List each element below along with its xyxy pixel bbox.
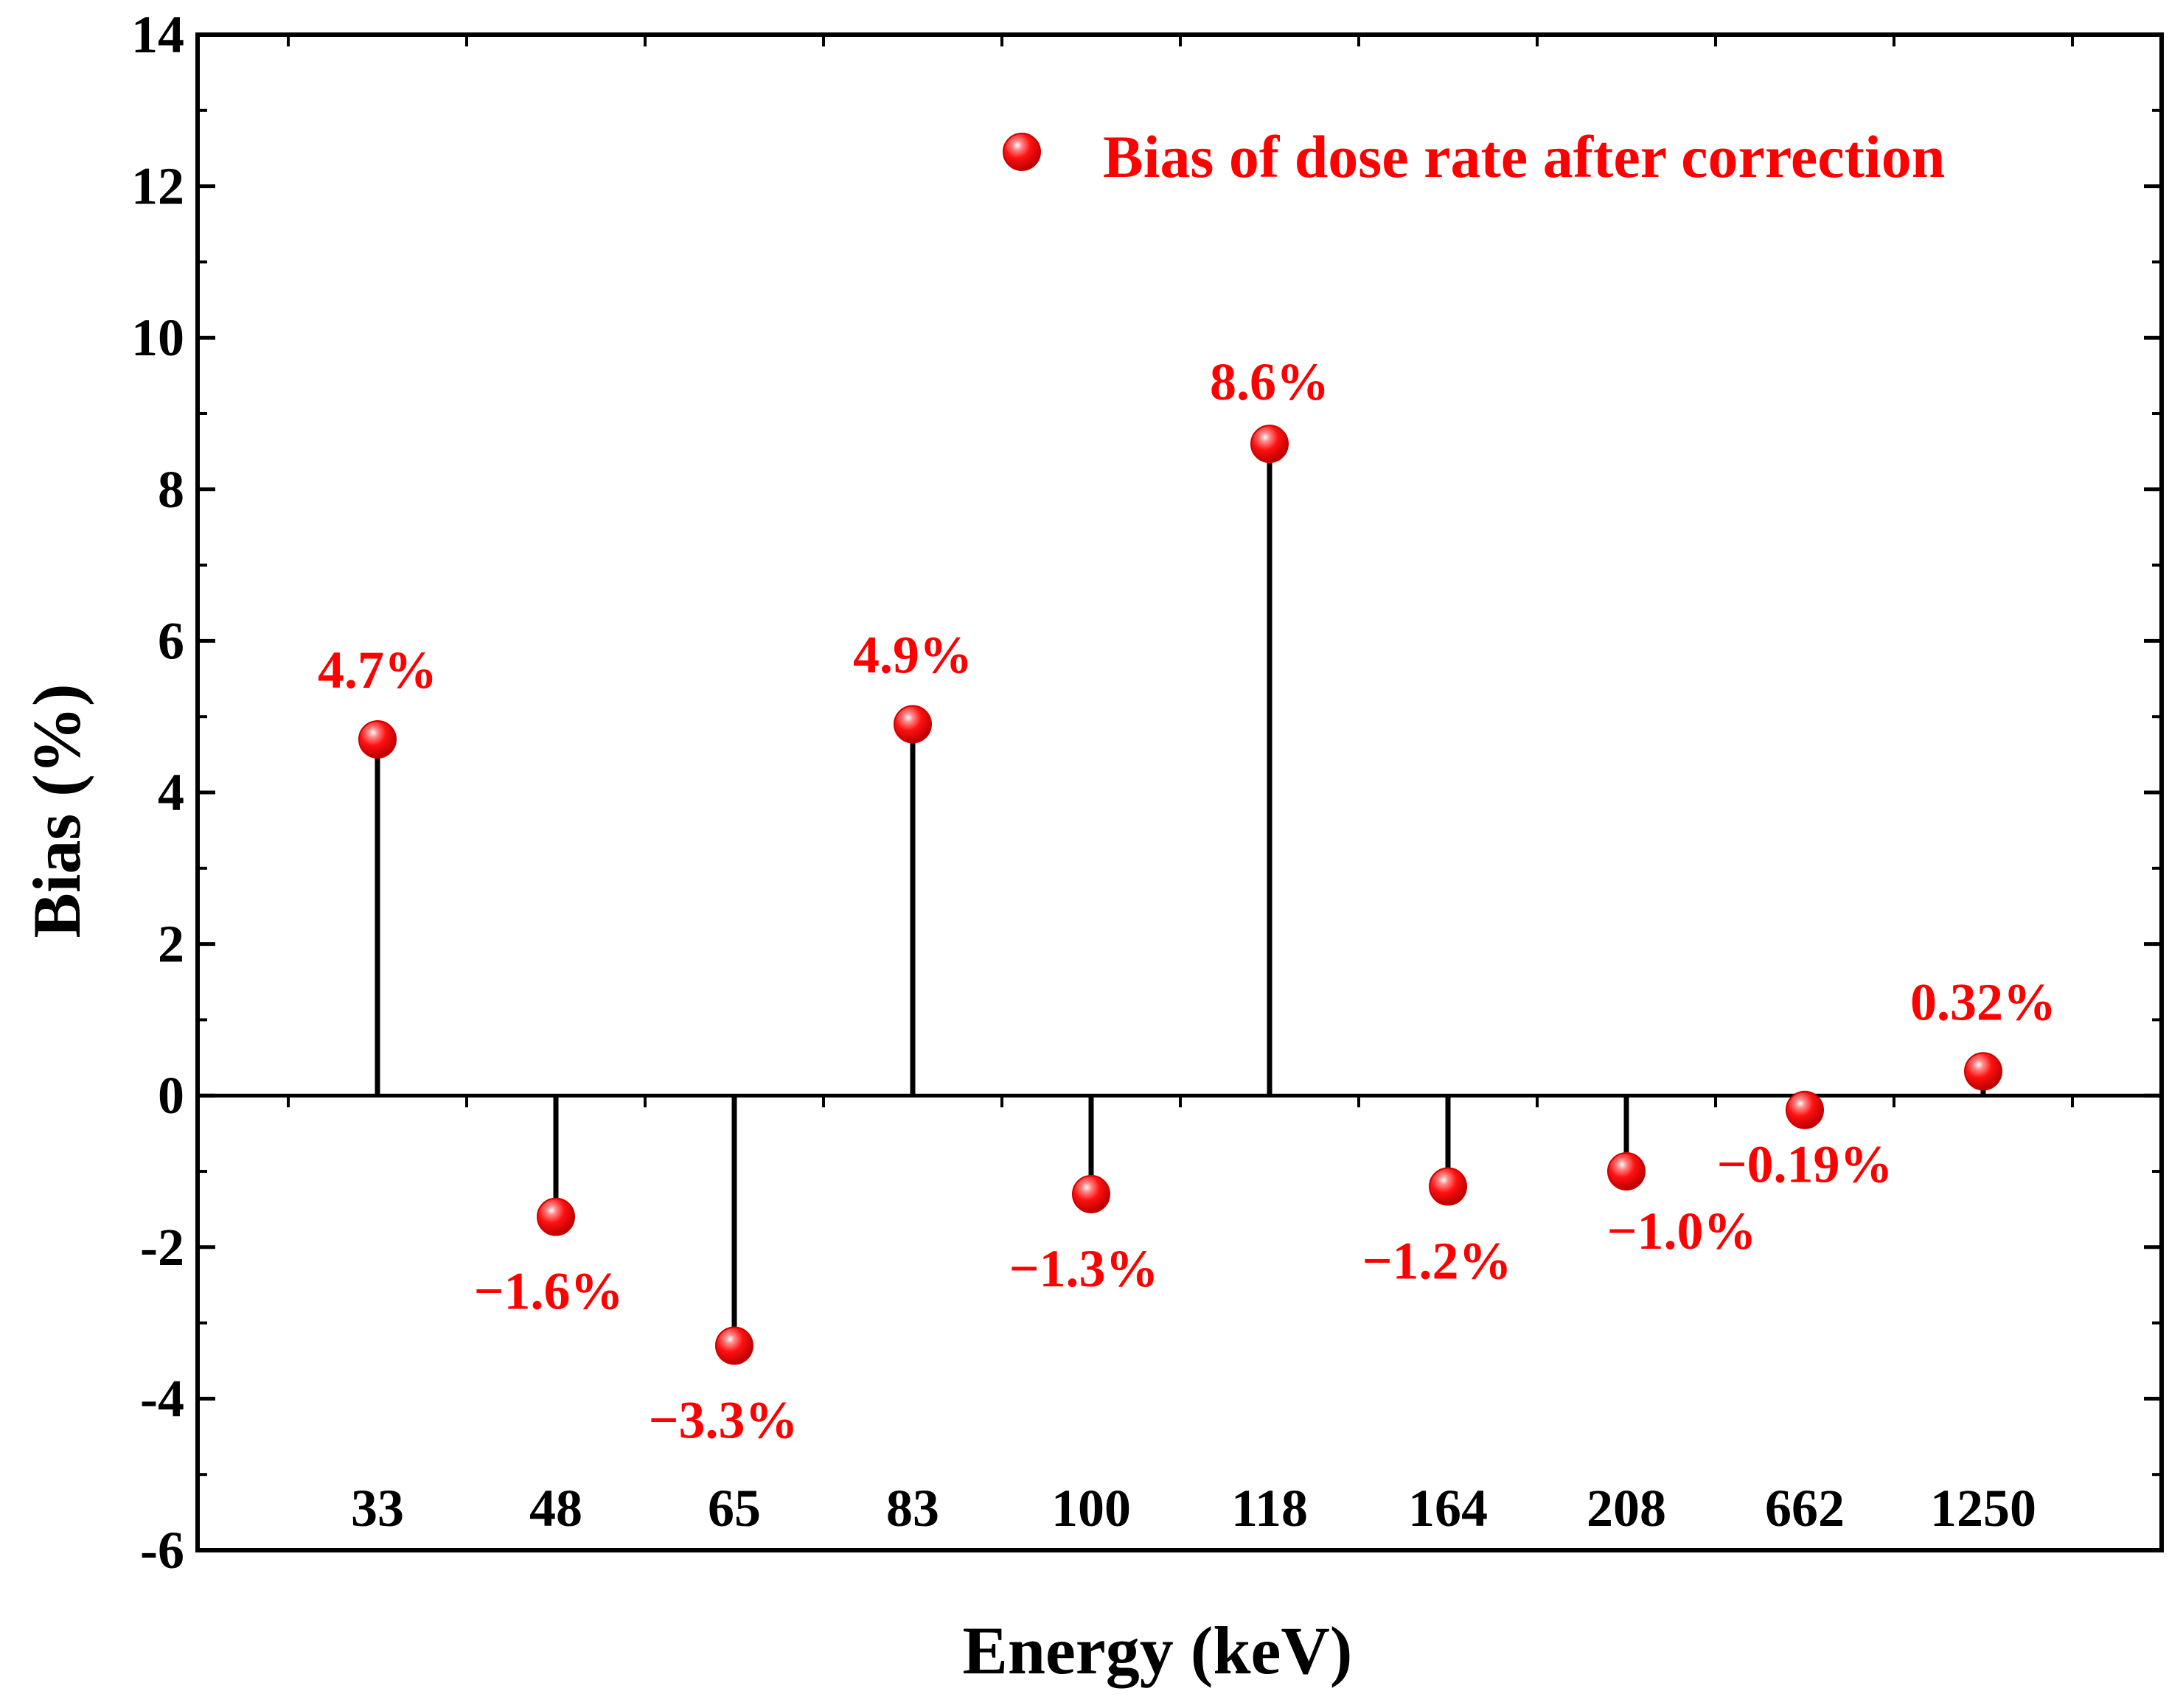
data-labels: 4.7% −1.6% −3.3% 4.9% −1.3% 8.6% −1.2% −1.0% −0.… [318, 352, 2056, 1449]
x-category-label: 33 [351, 1479, 404, 1538]
y-tick-label: 4 [158, 763, 184, 822]
plot-border [195, 32, 2164, 1552]
plot-frame [195, 32, 2164, 1552]
y-tick-label: 10 [131, 308, 184, 367]
data-label: 8.6% [1210, 352, 1329, 411]
y-tick-label: -6 [140, 1521, 184, 1580]
y-tick-label: 0 [158, 1066, 184, 1125]
x-category-label: 118 [1231, 1479, 1308, 1538]
legend-label: Bias of dose rate after correction [1103, 123, 1945, 190]
y-tick-label: 14 [131, 5, 184, 64]
y-tick-label: 6 [158, 611, 184, 670]
y-tick-label: 12 [131, 157, 184, 216]
data-label: −1.0% [1606, 1202, 1756, 1261]
y-tick-label: 2 [158, 915, 184, 974]
x-axis-title: Energy (keV) [963, 1613, 1353, 1688]
x-axis-ticks [287, 35, 2074, 1108]
data-point [1072, 1174, 1110, 1213]
data-label: −1.3% [1009, 1239, 1158, 1298]
stem-lines [375, 444, 1986, 1346]
y-axis-ticks: -6 -4 -2 0 2 4 6 8 10 12 14 [131, 5, 2162, 1580]
data-point [715, 1326, 753, 1365]
data-points [358, 425, 2002, 1365]
data-label: −0.19% [1716, 1135, 1893, 1194]
data-point [1250, 425, 1289, 464]
data-label: 0.32% [1910, 972, 2056, 1031]
data-point [537, 1197, 575, 1236]
x-category-label: 208 [1587, 1479, 1666, 1538]
y-tick-label: 8 [158, 460, 184, 519]
x-category-label: 1250 [1930, 1479, 2036, 1538]
data-point [1786, 1090, 1824, 1129]
y-tick-label: -2 [140, 1218, 184, 1277]
data-label: 4.7% [318, 641, 437, 700]
y-tick-label: -4 [140, 1369, 184, 1428]
data-label: −3.3% [648, 1390, 798, 1449]
data-label: −1.6% [473, 1262, 623, 1321]
data-label: 4.9% [853, 625, 972, 684]
data-point [358, 720, 397, 759]
data-point [1429, 1167, 1467, 1206]
data-label: −1.2% [1362, 1232, 1511, 1291]
legend: Bias of dose rate after correction [1003, 123, 1945, 190]
category-labels: 33 48 65 83 100 118 164 208 662 1250 [351, 1479, 2036, 1538]
data-point [1964, 1052, 2002, 1091]
data-point [1607, 1152, 1646, 1191]
y-axis-title: Bias (%) [19, 684, 94, 938]
data-point [894, 705, 932, 744]
legend-marker [1003, 133, 1041, 171]
x-category-label: 164 [1408, 1479, 1488, 1538]
x-category-label: 100 [1051, 1479, 1131, 1538]
x-category-label: 83 [886, 1479, 939, 1538]
x-category-label: 662 [1765, 1479, 1845, 1538]
x-category-label: 65 [708, 1479, 761, 1538]
x-category-label: 48 [529, 1479, 582, 1538]
